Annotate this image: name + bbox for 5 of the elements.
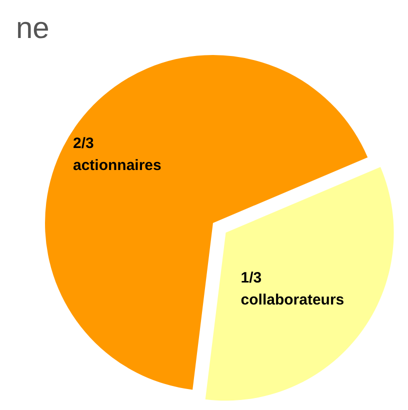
slice-label: collaborateurs [240,292,344,309]
chart-title: ne [16,12,50,45]
data-label: 1/3 [240,270,262,287]
slice-label: actionnaires [73,157,162,174]
data-label: 2/3 [73,135,94,152]
